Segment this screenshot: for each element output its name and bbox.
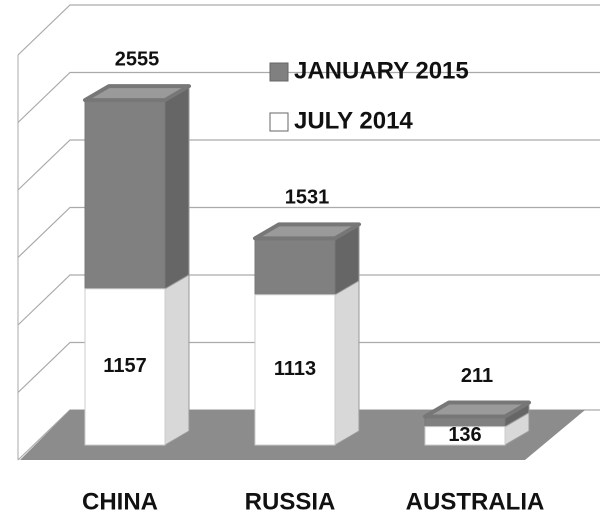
bar <box>254 279 360 446</box>
grid-line <box>17 71 600 123</box>
bar <box>424 411 530 446</box>
x-tick-label: AUSTRALIA <box>406 488 545 515</box>
legend-swatch <box>269 62 289 82</box>
bar-top <box>253 222 361 241</box>
bar-side <box>164 273 190 446</box>
x-tick-label: CHINA <box>82 488 158 515</box>
data-label: 1531 <box>285 187 330 209</box>
bar-front <box>84 288 166 446</box>
bar <box>84 273 190 446</box>
data-label: 1157 <box>103 355 146 377</box>
bar-top <box>423 400 531 419</box>
data-label: 211 <box>461 365 493 387</box>
bar-front <box>254 294 336 446</box>
data-label: 136 <box>448 424 481 446</box>
legend-swatch <box>269 112 289 132</box>
bar-front <box>424 426 506 446</box>
grid-line <box>17 341 600 393</box>
data-label: 2555 <box>115 48 160 70</box>
grid-line <box>17 4 600 56</box>
legend-label: JULY 2014 <box>294 107 413 134</box>
grid-line <box>17 206 600 258</box>
grid-line <box>17 139 600 191</box>
bar-top <box>83 84 191 103</box>
legend-label: JANUARY 2015 <box>294 57 469 84</box>
grid-line <box>17 274 600 326</box>
bar-side <box>334 279 360 446</box>
x-tick-label: RUSSIA <box>245 488 336 515</box>
data-label: 1113 <box>274 358 316 380</box>
